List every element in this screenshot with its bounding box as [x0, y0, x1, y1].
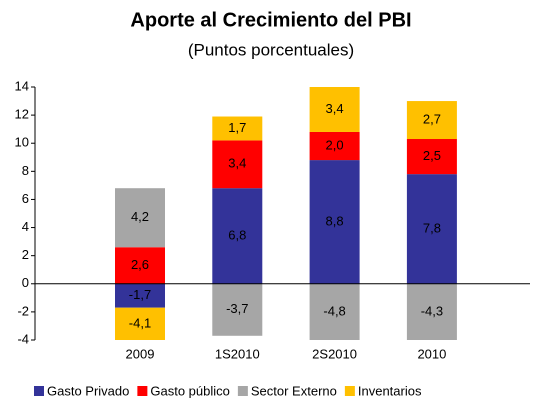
x-tick-label: 1S2010 — [215, 346, 260, 361]
y-tick-label: 10 — [15, 135, 29, 150]
bar-segment — [115, 247, 165, 284]
legend-label: Gasto Privado — [47, 383, 129, 398]
value-label: 4,2 — [131, 209, 149, 224]
legend-label: Inventarios — [358, 383, 422, 398]
chart-subtitle: (Puntos porcentuales) — [188, 40, 354, 59]
y-tick-label: 6 — [22, 191, 29, 206]
legend-swatch — [237, 386, 248, 396]
bar-segment — [309, 283, 360, 340]
value-label: 7,8 — [423, 220, 441, 235]
value-label: 2,7 — [423, 111, 441, 126]
bar-segment — [309, 160, 360, 284]
value-label: 2,6 — [131, 257, 149, 272]
legend-label: Sector Externo — [251, 383, 337, 398]
y-tick-label: 14 — [15, 78, 29, 93]
value-label: 6,8 — [228, 227, 246, 242]
bar-segment — [115, 188, 165, 248]
bar-segment — [406, 283, 457, 340]
y-tick-label: -2 — [17, 303, 29, 318]
legend-swatch — [344, 386, 355, 396]
y-tick-label: 12 — [15, 107, 29, 122]
value-label: -3,7 — [226, 301, 248, 316]
y-tick-label: -4 — [17, 331, 29, 346]
legend-label: Gasto público — [150, 383, 230, 398]
bar-segment — [212, 116, 263, 141]
x-tick-label: 2S2010 — [312, 346, 357, 361]
bar-segment — [309, 131, 360, 161]
x-tick-label: 2010 — [417, 346, 446, 361]
value-label: 1,7 — [228, 120, 246, 135]
y-tick-label: 2 — [22, 247, 29, 262]
legend-swatch — [137, 386, 148, 396]
plot-area — [115, 87, 457, 340]
y-tick-label: 4 — [22, 219, 29, 234]
bar-segment — [212, 283, 263, 336]
value-label: 2,5 — [423, 148, 441, 163]
x-tick-label: 2009 — [126, 346, 155, 361]
value-label: -4,1 — [129, 315, 151, 330]
value-label: 3,4 — [228, 156, 246, 171]
value-label: 3,4 — [326, 101, 344, 116]
bar-segment — [309, 87, 360, 132]
bar-segment — [406, 174, 457, 284]
bar-segment — [115, 283, 165, 308]
bar-segment — [212, 188, 263, 284]
value-label: -4,3 — [421, 303, 443, 318]
chart-title: Aporte al Crecimiento del PBI — [130, 9, 411, 31]
bar-segment — [406, 139, 457, 175]
bar-segment — [212, 140, 263, 189]
value-label: 2,0 — [326, 137, 344, 152]
y-tick-label: 0 — [22, 275, 29, 290]
value-label: 8,8 — [326, 213, 344, 228]
legend-swatch — [34, 386, 44, 396]
bar-segment — [115, 307, 165, 340]
y-tick-label: 8 — [22, 163, 29, 178]
bar-segment — [406, 101, 457, 140]
value-label: -1,7 — [129, 287, 151, 302]
value-label: -4,8 — [323, 303, 345, 318]
